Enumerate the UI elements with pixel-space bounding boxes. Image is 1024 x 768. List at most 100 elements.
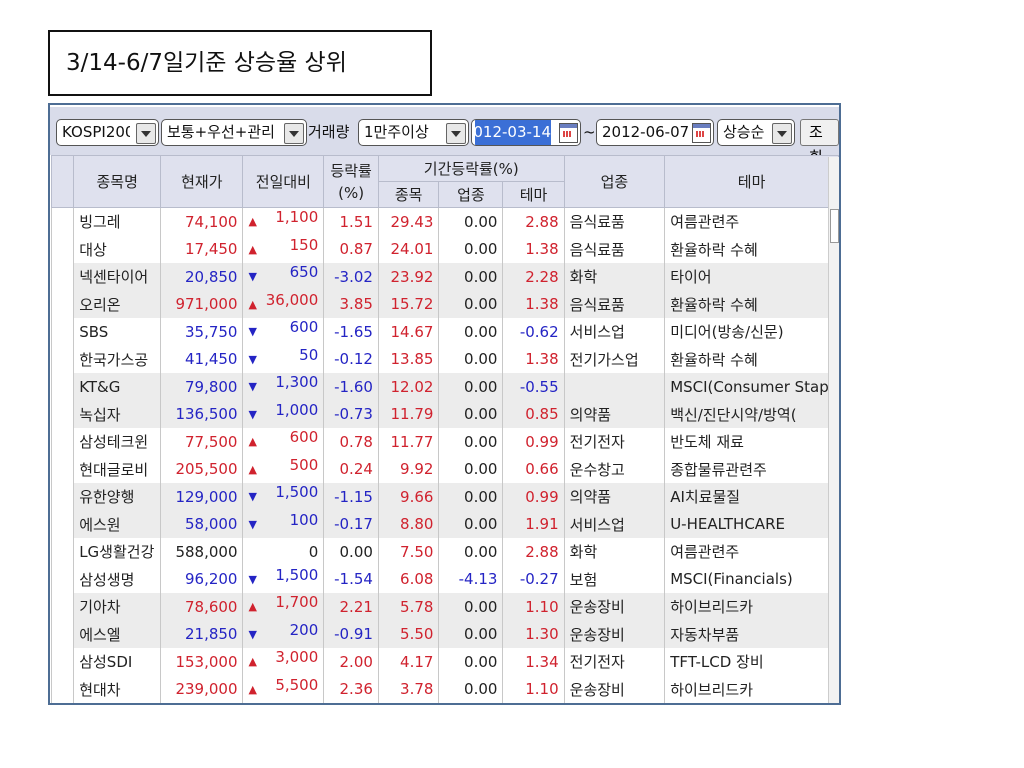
header-period-theme[interactable]: 테마: [502, 181, 565, 208]
period-rate-stock: 4.17: [377, 648, 440, 676]
theme: 종합물류관련주: [664, 455, 839, 483]
table-row[interactable]: 오리온 971,000 ▲ 36,000 3.85 15.72 0.00 1.38 음식료품 환율…: [50, 290, 839, 318]
change-value: 50: [299, 345, 319, 364]
daily-change: ▼ 1,500: [242, 565, 325, 593]
header-industry[interactable]: 업종: [563, 155, 666, 208]
sort-select[interactable]: 상승순: [717, 119, 795, 146]
vertical-scrollbar[interactable]: [828, 157, 839, 703]
change-rate: -1.65: [323, 318, 379, 346]
table-row[interactable]: LG생활건강 588,000 0 0.00 7.50 0.00 2.88 화학 여름관련주: [50, 538, 839, 566]
change-value: 600: [289, 318, 319, 337]
change-rate: 0.24: [323, 455, 379, 483]
table-row[interactable]: 한국가스공 41,450 ▼ 50 -0.12 13.85 0.00 1.38 전기가스업 환율하…: [50, 345, 839, 373]
current-price: 58,000: [160, 510, 244, 538]
stock-name: LG생활건강: [73, 538, 162, 566]
down-triangle-icon: ▼: [248, 490, 257, 504]
table-row[interactable]: 기아차 78,600 ▲ 1,700 2.21 5.78 0.00 1.10 운송장비 하이브리드…: [50, 593, 839, 621]
volume-select[interactable]: 1만주이상: [358, 119, 469, 146]
theme: 반도체 재료: [664, 428, 839, 456]
current-price: 971,000: [160, 290, 244, 318]
header-theme[interactable]: 테마: [664, 155, 839, 208]
table-row[interactable]: 삼성생명 96,200 ▼ 1,500 -1.54 6.08 -4.13 -0.27 보험 MSC…: [50, 565, 839, 593]
market-select[interactable]: KOSPI200: [56, 119, 159, 146]
up-triangle-icon: ▲: [248, 655, 257, 669]
daily-change: ▼ 50: [242, 345, 325, 373]
period-rate-theme: 1.91: [502, 510, 565, 538]
period-rate-theme: 0.85: [502, 400, 565, 428]
current-price: 588,000: [160, 538, 244, 566]
table-row[interactable]: SBS 35,750 ▼ 600 -1.65 14.67 0.00 -0.62 서비스업 미디어(…: [50, 318, 839, 346]
table-row[interactable]: 현대글로비 205,500 ▲ 500 0.24 9.92 0.00 0.66 운수창고 종합물류…: [50, 455, 839, 483]
end-date-input[interactable]: 2012-06-07: [596, 119, 714, 146]
scrollbar-thumb[interactable]: [830, 209, 839, 243]
period-rate-industry: 0.00: [438, 263, 504, 291]
header-period-stock[interactable]: 종목: [377, 181, 440, 208]
chevron-down-icon[interactable]: [772, 123, 792, 144]
period-rate-theme: -0.27: [502, 565, 565, 593]
query-button[interactable]: 조회: [800, 119, 839, 166]
table-row[interactable]: 현대차 239,000 ▲ 5,500 2.36 3.78 0.00 1.10 운송장비 하이브리…: [50, 675, 839, 703]
header-price[interactable]: 현재가: [160, 155, 244, 208]
table-row[interactable]: 넥센타이어 20,850 ▼ 650 -3.02 23.92 0.00 2.28 화학 타이어: [50, 263, 839, 291]
period-rate-theme: -0.62: [502, 318, 565, 346]
table-row[interactable]: 유한양행 129,000 ▼ 1,500 -1.15 9.66 0.00 0.99 의약품 AI치…: [50, 483, 839, 511]
change-value: 500: [289, 455, 319, 474]
down-triangle-icon: ▼: [248, 627, 257, 641]
daily-change: ▼ 1,300: [242, 373, 325, 401]
row-gutter: [50, 675, 75, 703]
current-price: 17,450: [160, 235, 244, 263]
header-name[interactable]: 종목명: [73, 155, 162, 208]
change-value: 1,100: [275, 208, 319, 227]
row-gutter: [50, 538, 75, 566]
current-price: 20,850: [160, 263, 244, 291]
theme: 하이브리드카: [664, 675, 839, 703]
theme: TFT-LCD 장비: [664, 648, 839, 676]
current-price: 205,500: [160, 455, 244, 483]
current-price: 21,850: [160, 620, 244, 648]
period-rate-stock: 7.50: [377, 538, 440, 566]
change-value: 600: [289, 428, 319, 447]
calendar-icon[interactable]: [559, 123, 578, 143]
table-row[interactable]: 대상 17,450 ▲ 150 0.87 24.01 0.00 1.38 음식료품 환율하락 수혜: [50, 235, 839, 263]
header-change[interactable]: 전일대비: [242, 155, 325, 208]
row-gutter: [50, 593, 75, 621]
table-row[interactable]: 녹십자 136,500 ▼ 1,000 -0.73 11.79 0.00 0.85 의약품 백신/…: [50, 400, 839, 428]
down-triangle-icon: ▼: [248, 572, 257, 586]
change-value: 36,000: [265, 290, 319, 309]
change-value: 1,700: [275, 593, 319, 612]
table-row[interactable]: KT&G 79,800 ▼ 1,300 -1.60 12.02 0.00 -0.55 MSCI(…: [50, 373, 839, 401]
period-rate-stock: 5.78: [377, 593, 440, 621]
period-rate-stock: 12.02: [377, 373, 440, 401]
calendar-icon[interactable]: [692, 123, 711, 143]
market-value: KOSPI200: [62, 123, 130, 141]
header-period-industry[interactable]: 업종: [438, 181, 504, 208]
stock-name: 오리온: [73, 290, 162, 318]
period-rate-theme: 2.28: [502, 263, 565, 291]
chevron-down-icon[interactable]: [284, 123, 304, 144]
stock-type-select[interactable]: 보통+우선+관리: [161, 119, 307, 146]
row-gutter: [50, 235, 75, 263]
theme: MSCI(Financials): [664, 565, 839, 593]
row-gutter: [50, 345, 75, 373]
daily-change: ▲ 1,100: [242, 207, 325, 236]
period-rate-theme: 0.66: [502, 455, 565, 483]
period-rate-stock: 9.66: [377, 483, 440, 511]
industry: 전기가스업: [563, 345, 666, 373]
table-row[interactable]: 에스원 58,000 ▼ 100 -0.17 8.80 0.00 1.91 서비스업 U-HEAL…: [50, 510, 839, 538]
up-triangle-icon: ▲: [248, 297, 257, 311]
period-rate-stock: 8.80: [377, 510, 440, 538]
table-row[interactable]: 삼성SDI 153,000 ▲ 3,000 2.00 4.17 0.00 1.34 전기전자 TF…: [50, 648, 839, 676]
industry: [563, 373, 666, 401]
table-row[interactable]: 삼성테크윈 77,500 ▲ 600 0.78 11.77 0.00 0.99 전기전자 반도체 …: [50, 428, 839, 456]
stock-name: 기아차: [73, 593, 162, 621]
change-value: 5,500: [275, 675, 319, 694]
start-date-input[interactable]: 2012-03-14: [471, 119, 581, 146]
stock-name: 유한양행: [73, 483, 162, 511]
table-row[interactable]: 에스엘 21,850 ▼ 200 -0.91 5.50 0.00 1.30 운송장비 자동차부품: [50, 620, 839, 648]
header-rate[interactable]: 등락률 (%): [323, 155, 379, 208]
row-gutter: [50, 483, 75, 511]
chevron-down-icon[interactable]: [136, 123, 156, 144]
change-rate: 3.85: [323, 290, 379, 318]
table-row[interactable]: 빙그레 74,100 ▲ 1,100 1.51 29.43 0.00 2.88 음식료품 여름관련…: [50, 207, 839, 236]
chevron-down-icon[interactable]: [446, 123, 466, 144]
